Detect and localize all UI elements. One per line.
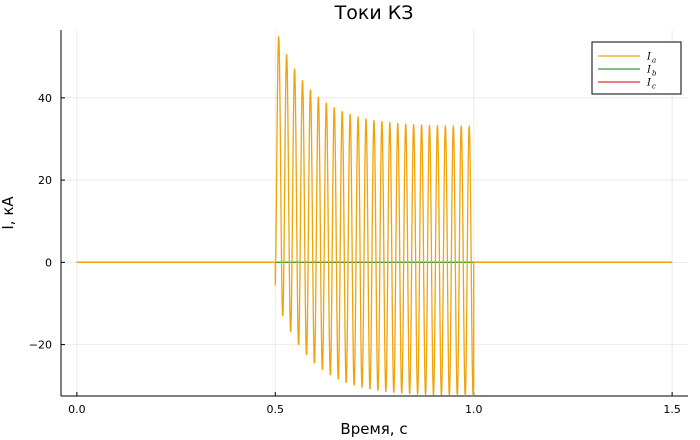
x-tick-label: 0.0 [68,403,86,416]
legend-label: Ib [646,65,657,78]
series-line-a [76,36,673,397]
x-tick-label: 1.5 [663,403,681,416]
x-axis-title: Время, с [340,420,407,438]
y-tick-label: 40 [38,92,52,105]
y-axis-title: I, кА [0,196,17,230]
chart-title: Токи КЗ [334,2,414,24]
legend-box [591,41,682,95]
y-axis-ticks: −20 0 20 40 [29,92,65,352]
x-axis-ticks: 0.0 0.5 1.0 1.5 [68,392,681,416]
legend-label: Ia [646,52,656,65]
y-tick-label: 20 [38,174,52,187]
x-tick-label: 1.0 [465,403,483,416]
y-tick-label: 0 [45,256,52,269]
y-tick-label: −20 [29,339,52,352]
legend-label: Ic [646,78,656,91]
x-tick-label: 0.5 [267,403,285,416]
series-layer [76,36,673,397]
